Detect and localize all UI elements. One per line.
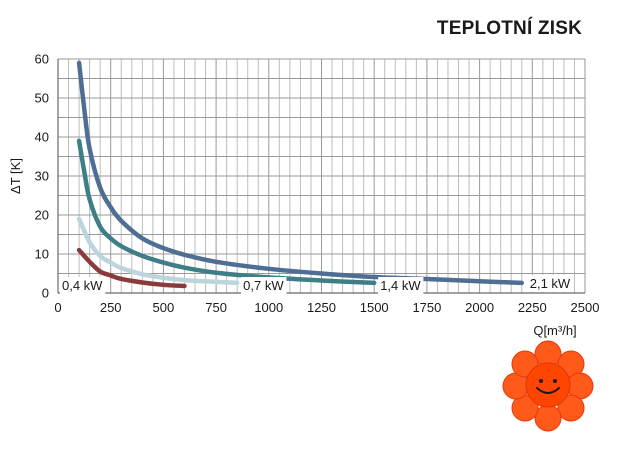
- axes: 0 250 500 750 1000 1250 1500 1750 2000 2250 2500 0 1…: [35, 52, 600, 316]
- x-tick-label: 250: [100, 300, 122, 315]
- series-label-box: [527, 274, 573, 292]
- series-line: [76, 216, 240, 286]
- x-tick-label: 1500: [360, 300, 389, 315]
- flower-mascot-icon: [502, 340, 594, 432]
- y-axis-label: ΔT [K]: [8, 158, 23, 194]
- x-tick-label: 500: [153, 300, 175, 315]
- series-label-box: [241, 277, 287, 294]
- series-labels: 0,4 kW 0,7 kW 1,4 kW 2,1 kW: [60, 274, 573, 294]
- x-tick-label: 750: [205, 300, 227, 315]
- y-tick-label: 60: [35, 52, 49, 67]
- x-tick-label: 2250: [518, 300, 547, 315]
- series-line: [76, 247, 187, 289]
- series-label: 1,4 kW: [380, 278, 421, 293]
- series-label-box: [378, 277, 424, 294]
- x-tick-label: 2000: [465, 300, 494, 315]
- y-tick-label: 20: [35, 208, 49, 223]
- series-label-box: [60, 277, 106, 294]
- x-tick-label: 1000: [254, 300, 283, 315]
- chart-title: TEPLOTNÍ ZISK: [436, 18, 582, 39]
- y-tick-label: 50: [35, 91, 49, 106]
- y-tick-label: 40: [35, 130, 49, 145]
- x-tick-label: 1250: [307, 300, 336, 315]
- series-label: 0,4 kW: [62, 278, 103, 293]
- y-tick-label: 0: [42, 286, 49, 301]
- series-label: 2,1 kW: [530, 276, 571, 291]
- y-tick-label: 30: [35, 169, 49, 184]
- x-tick-label: 2500: [571, 300, 600, 315]
- x-tick-label: 0: [54, 300, 61, 315]
- series-label: 0,7 kW: [243, 278, 284, 293]
- grid: [57, 58, 586, 294]
- x-tick-label: 1750: [412, 300, 441, 315]
- y-tick-label: 10: [35, 247, 49, 262]
- x-axis-label: Q[m³/h]: [533, 323, 576, 338]
